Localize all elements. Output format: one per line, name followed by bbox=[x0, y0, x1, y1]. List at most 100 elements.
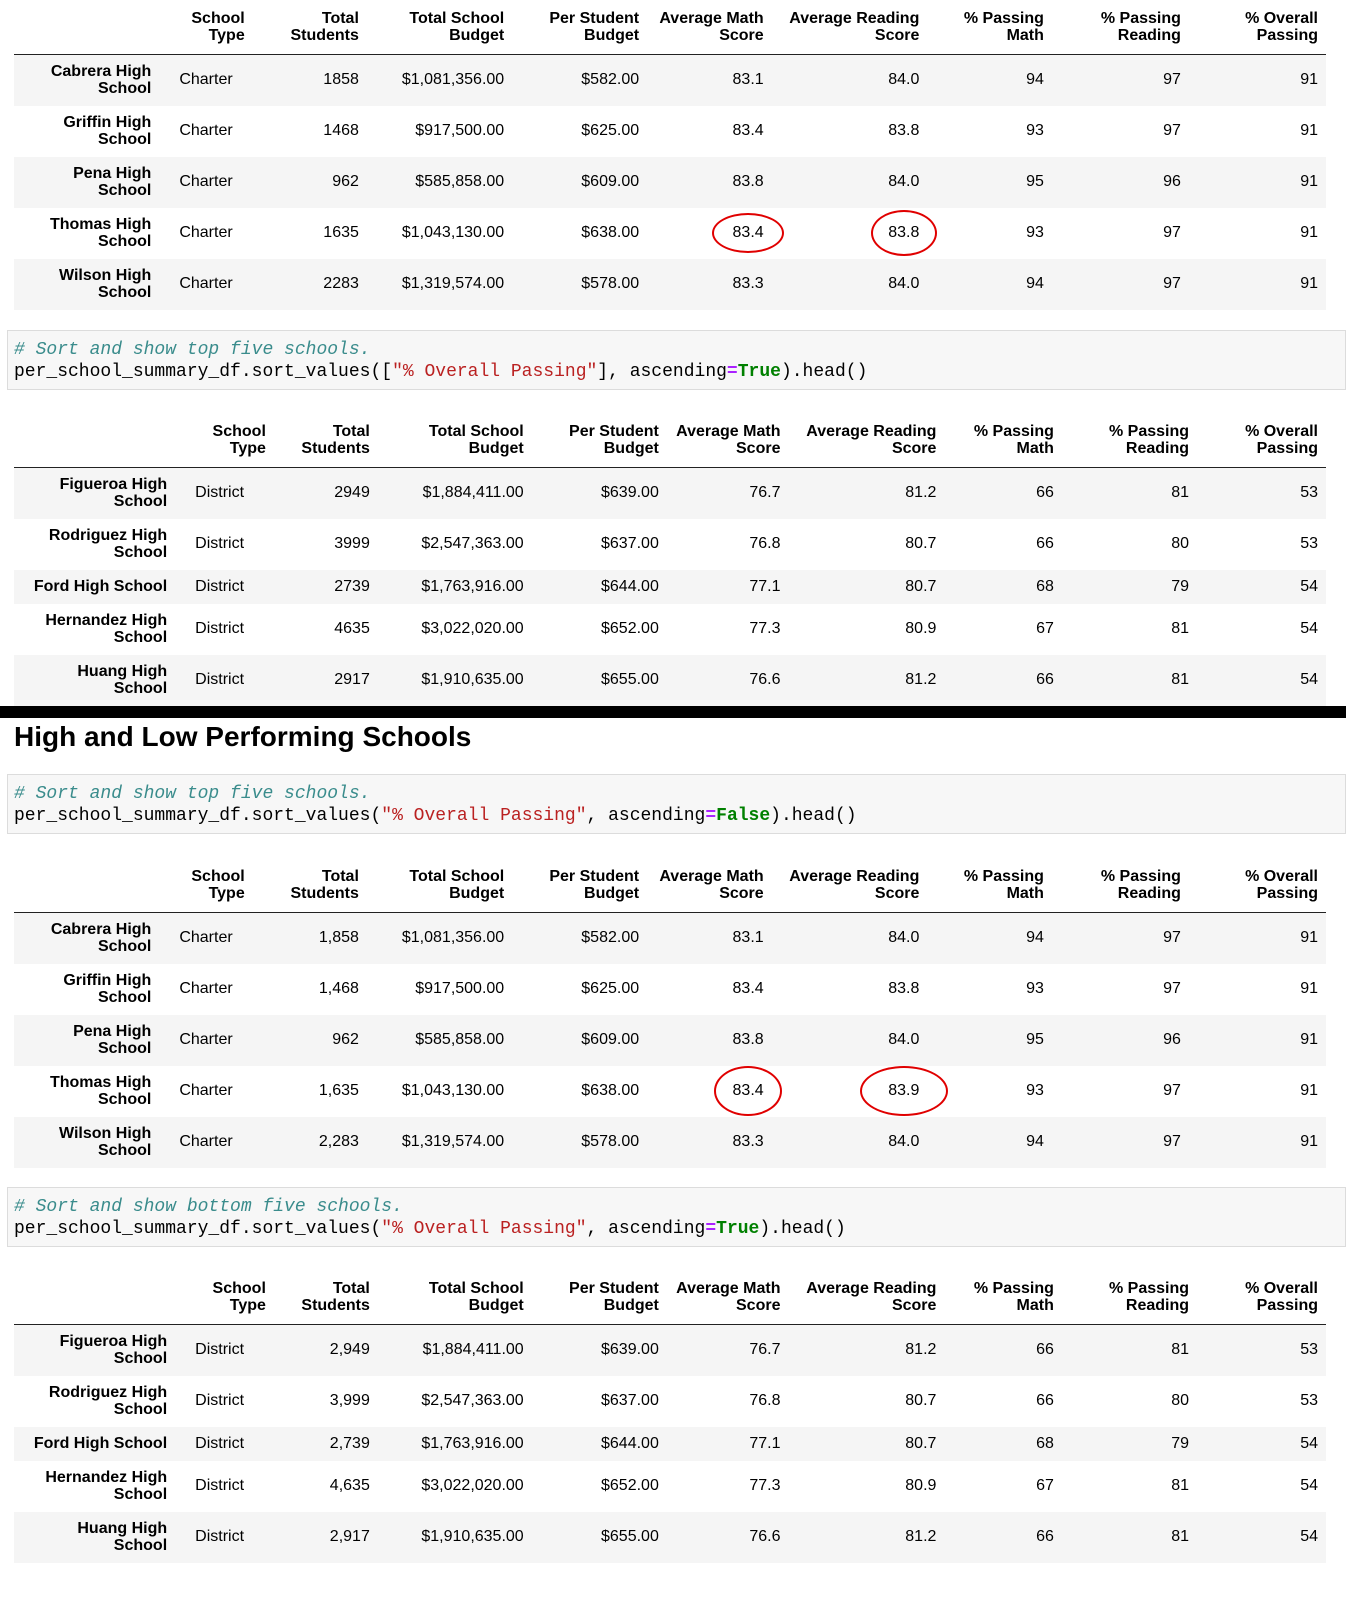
table-cell: 96 bbox=[1052, 1015, 1189, 1066]
table-cell: 91 bbox=[1189, 1015, 1326, 1066]
table-cell: 3999 bbox=[274, 519, 378, 570]
column-header: % Overall Passing bbox=[1245, 868, 1318, 902]
table-cell: 80.7 bbox=[788, 1376, 944, 1427]
table-cell: 54 bbox=[1197, 604, 1326, 655]
column-header: Total School Budget bbox=[428, 1280, 524, 1314]
table-cell: 81 bbox=[1062, 655, 1197, 706]
cell-value: $917,500.00 bbox=[415, 122, 505, 139]
table-cell: $609.00 bbox=[512, 1015, 647, 1066]
summary-table-3: School Type Total Students Total School Bu… bbox=[14, 866, 1326, 1168]
cell-value: Charter bbox=[179, 1031, 233, 1048]
cell-school-type: District bbox=[175, 519, 274, 570]
table-cell: 80 bbox=[1062, 519, 1197, 570]
table-cell: 93 bbox=[927, 106, 1052, 157]
table-cell: 97 bbox=[1052, 55, 1189, 106]
cell-value: $1,884,411.00 bbox=[422, 484, 524, 502]
table-cell: 91 bbox=[1189, 913, 1326, 964]
cell-value: 53 bbox=[1300, 1392, 1318, 1409]
table-cell: 67 bbox=[944, 604, 1061, 655]
header-row: School Type Total Students Total School Bu… bbox=[14, 1278, 1326, 1325]
cell-value: $1,763,916.00 bbox=[421, 577, 524, 595]
table-cell: 83.3 bbox=[647, 1117, 772, 1168]
cell-value: 3999 bbox=[334, 535, 370, 552]
column-header: Average Reading Score bbox=[806, 423, 937, 457]
column-header: Average Math Score bbox=[659, 868, 764, 902]
index-header bbox=[14, 421, 175, 468]
code-cell-1[interactable]: # Sort and show top five schools. per_sc… bbox=[7, 330, 1346, 390]
table-cell: $917,500.00 bbox=[367, 964, 512, 1015]
cell-value: $1,043,130.00 bbox=[401, 224, 505, 241]
cell-value: $625.00 bbox=[581, 122, 640, 139]
table-cell: 962 bbox=[253, 1015, 367, 1066]
table-cell: $637.00 bbox=[532, 1376, 667, 1427]
table-cell: 83.4 bbox=[647, 1066, 783, 1117]
column-header: % Passing Reading bbox=[1100, 868, 1181, 902]
table-cell: 79 bbox=[1062, 570, 1197, 604]
table-cell: $917,500.00 bbox=[367, 106, 512, 157]
table-row: Wilson High School Charter 2,283 $1,319,574… bbox=[14, 1116, 1326, 1168]
cell-value: 81.2 bbox=[905, 1341, 937, 1359]
table-cell: 66 bbox=[944, 468, 1061, 519]
cell-value: 95 bbox=[1026, 1031, 1044, 1048]
cell-value: District bbox=[195, 577, 245, 595]
cell-value: 83.4 bbox=[732, 980, 764, 997]
column-header: Per Student Budget bbox=[569, 1280, 659, 1314]
table-cell: 962 bbox=[253, 157, 367, 208]
cell-value: Hernandez High School bbox=[45, 612, 168, 646]
cell-school-type: District bbox=[175, 1512, 274, 1563]
cell-value: 2,917 bbox=[329, 1528, 370, 1545]
cell-value: 1,858 bbox=[318, 929, 359, 947]
cell-value: 76.8 bbox=[749, 535, 781, 552]
cell-value: $609.00 bbox=[581, 1031, 640, 1048]
table-row: Griffin High School Charter 1468 $917,500.0… bbox=[14, 105, 1326, 157]
code-text: ).head() bbox=[780, 362, 868, 382]
table-cell: $655.00 bbox=[532, 655, 667, 706]
row-index-school-name: Ford High School bbox=[14, 1427, 175, 1461]
table-cell: $2,547,363.00 bbox=[378, 519, 532, 570]
table-cell: 1468 bbox=[253, 106, 367, 157]
table-cell: $2,547,363.00 bbox=[378, 1376, 532, 1427]
cell-school-type: Charter bbox=[159, 106, 252, 157]
table-cell: 81.2 bbox=[788, 468, 944, 519]
cell-value: $917,500.00 bbox=[415, 980, 505, 997]
cell-value: 4,635 bbox=[329, 1477, 370, 1494]
table-cell: 91 bbox=[1189, 55, 1326, 106]
table-cell: $652.00 bbox=[532, 1461, 667, 1512]
cell-value: 77.1 bbox=[749, 1434, 781, 1452]
code-keyword: False bbox=[716, 806, 771, 826]
code-cell-2[interactable]: # Sort and show top five schools. per_sc… bbox=[7, 774, 1346, 834]
code-keyword: True bbox=[737, 362, 781, 382]
cell-value: $1,081,356.00 bbox=[401, 929, 505, 947]
code-cell-3[interactable]: # Sort and show bottom five schools. per… bbox=[7, 1187, 1346, 1247]
cell-value: $1,081,356.00 bbox=[401, 71, 505, 89]
table-cell: 81 bbox=[1062, 468, 1197, 519]
cell-value: District bbox=[195, 535, 245, 552]
table-cell: $1,043,130.00 bbox=[367, 208, 512, 259]
table-cell: 95 bbox=[927, 157, 1052, 208]
cell-value: 2,949 bbox=[329, 1341, 370, 1359]
table-cell: $1,043,130.00 bbox=[367, 1066, 512, 1117]
table-cell: $1,081,356.00 bbox=[367, 55, 512, 106]
table-cell: 94 bbox=[927, 1117, 1052, 1168]
cell-value: 81 bbox=[1171, 620, 1190, 637]
column-header: Total Students bbox=[301, 1280, 370, 1314]
cell-school-type: District bbox=[175, 1461, 274, 1512]
table-cell: 54 bbox=[1197, 655, 1326, 706]
table-cell: 4635 bbox=[274, 604, 378, 655]
code-text: ).head() bbox=[770, 806, 857, 826]
table-row: Cabrera High School Charter 1858 $1,081,356… bbox=[14, 54, 1326, 106]
cell-value: Wilson High School bbox=[59, 267, 152, 301]
cell-value: $644.00 bbox=[601, 577, 659, 595]
cell-value: 4635 bbox=[334, 620, 370, 637]
table-cell: $652.00 bbox=[532, 604, 667, 655]
cell-value: Charter bbox=[179, 71, 233, 89]
row-index-school-name: Hernandez High School bbox=[14, 604, 175, 655]
index-header bbox=[14, 1278, 175, 1325]
cell-value: 76.6 bbox=[749, 671, 781, 688]
table-cell: 53 bbox=[1197, 1325, 1326, 1376]
table-cell: $639.00 bbox=[532, 468, 667, 519]
table-cell: 80 bbox=[1062, 1376, 1197, 1427]
column-header: Average Reading Score bbox=[789, 10, 920, 44]
table-cell: 94 bbox=[927, 913, 1052, 964]
table-cell: 84.0 bbox=[772, 913, 928, 964]
